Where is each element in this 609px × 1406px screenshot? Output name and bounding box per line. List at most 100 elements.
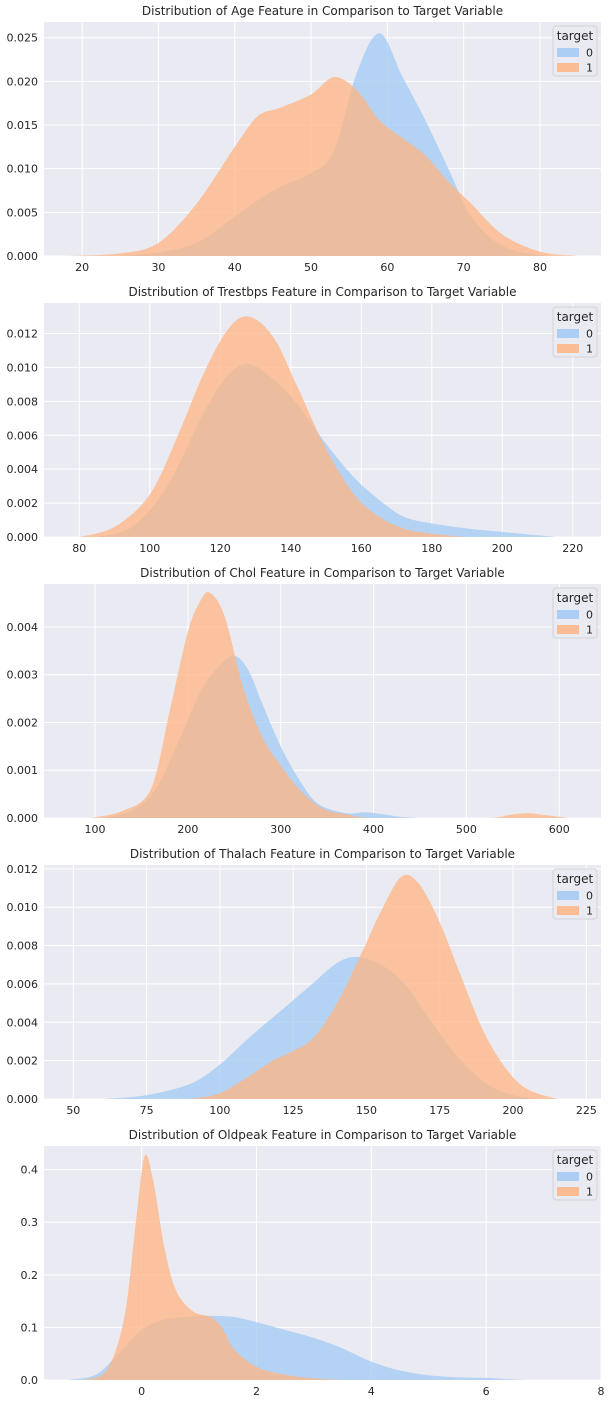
x-tick-label: 2: [253, 1385, 260, 1398]
chart-title: Distribution of Age Feature in Compariso…: [142, 4, 503, 18]
legend-swatch-0: [557, 48, 579, 57]
legend-label-1: 1: [586, 62, 593, 75]
x-tick-label: 200: [492, 542, 513, 555]
x-tick-label: 150: [356, 1104, 377, 1117]
x-tick-label: 70: [457, 261, 471, 274]
x-tick-label: 600: [549, 823, 570, 836]
chart-title: Distribution of Trestbps Feature in Comp…: [128, 285, 516, 299]
legend-swatch-0: [557, 891, 579, 900]
y-tick-label: 0.006: [7, 978, 39, 991]
x-tick-label: 60: [380, 261, 394, 274]
x-tick-label: 20: [75, 261, 89, 274]
legend-swatch-1: [557, 1187, 579, 1196]
y-tick-label: 0.000: [7, 531, 39, 544]
y-tick-label: 0.0: [21, 1374, 39, 1387]
x-tick-label: 80: [72, 542, 86, 555]
legend-label-1: 1: [586, 1186, 593, 1199]
y-tick-label: 0.025: [7, 32, 39, 45]
chart-5: Distribution of Oldpeak Feature in Compa…: [21, 1128, 605, 1398]
density-area-target-1: [84, 1154, 343, 1380]
legend-label-0: 0: [586, 47, 593, 60]
y-tick-label: 0.001: [7, 764, 39, 777]
legend-swatch-1: [557, 63, 579, 72]
chart-2: Distribution of Trestbps Feature in Comp…: [7, 285, 601, 555]
plot-area: [44, 584, 601, 818]
legend-swatch-0: [557, 329, 579, 338]
y-tick-label: 0.1: [21, 1321, 39, 1334]
y-tick-label: 0.012: [7, 863, 39, 876]
y-tick-label: 0.015: [7, 119, 39, 132]
y-tick-label: 0.003: [7, 669, 39, 682]
x-tick-label: 100: [139, 542, 160, 555]
x-tick-label: 400: [363, 823, 384, 836]
y-tick-label: 0.000: [7, 812, 39, 825]
y-tick-label: 0.005: [7, 206, 39, 219]
legend: target 0 1: [552, 587, 598, 639]
x-tick-label: 225: [576, 1104, 597, 1117]
x-tick-label: 30: [151, 261, 165, 274]
y-tick-label: 0.002: [7, 497, 39, 510]
x-tick-label: 6: [483, 1385, 490, 1398]
y-tick-label: 0.004: [7, 1016, 39, 1029]
legend-swatch-1: [557, 625, 579, 634]
x-tick-label: 125: [283, 1104, 304, 1117]
y-tick-label: 0.004: [7, 463, 39, 476]
legend-swatch-1: [557, 906, 579, 915]
legend-label-0: 0: [586, 609, 593, 622]
density-area-target-1: [66, 76, 579, 256]
x-tick-label: 50: [304, 261, 318, 274]
density-area-target-1: [190, 874, 558, 1099]
legend-label-0: 0: [586, 1171, 593, 1184]
legend: target 0 1: [552, 1149, 598, 1201]
x-tick-label: 500: [456, 823, 477, 836]
x-tick-label: 75: [140, 1104, 154, 1117]
chart-1: Distribution of Age Feature in Compariso…: [7, 4, 601, 274]
y-tick-label: 0.012: [7, 328, 39, 341]
x-tick-label: 50: [66, 1104, 80, 1117]
chart-3: Distribution of Chol Feature in Comparis…: [7, 566, 601, 836]
chart-title: Distribution of Oldpeak Feature in Compa…: [129, 1128, 517, 1142]
x-tick-label: 160: [351, 542, 372, 555]
legend-title: target: [557, 310, 594, 324]
x-tick-label: 140: [280, 542, 301, 555]
y-tick-label: 0.002: [7, 1055, 39, 1068]
legend: target 0 1: [552, 868, 598, 920]
x-tick-label: 220: [562, 542, 583, 555]
y-tick-label: 0.2: [21, 1269, 39, 1282]
y-tick-label: 0.4: [21, 1164, 39, 1177]
x-tick-label: 300: [270, 823, 291, 836]
chart-title: Distribution of Chol Feature in Comparis…: [140, 566, 505, 580]
x-tick-label: 100: [85, 823, 106, 836]
x-tick-label: 175: [429, 1104, 450, 1117]
legend: target 0 1: [552, 306, 598, 358]
legend: target 0 1: [552, 25, 598, 77]
x-tick-label: 200: [503, 1104, 524, 1117]
x-tick-label: 0: [138, 1385, 145, 1398]
y-tick-label: 0.020: [7, 75, 39, 88]
legend-label-0: 0: [586, 328, 593, 341]
density-area-target-1: [90, 591, 569, 818]
legend-title: target: [557, 591, 594, 605]
y-tick-label: 0.002: [7, 716, 39, 729]
legend-label-1: 1: [586, 343, 593, 356]
legend-label-1: 1: [586, 624, 593, 637]
x-tick-label: 200: [177, 823, 198, 836]
x-tick-label: 40: [228, 261, 242, 274]
y-tick-label: 0.006: [7, 429, 39, 442]
y-tick-label: 0.008: [7, 395, 39, 408]
legend-title: target: [557, 29, 594, 43]
chart-title: Distribution of Thalach Feature in Compa…: [130, 847, 515, 861]
x-tick-label: 4: [368, 1385, 375, 1398]
x-tick-label: 80: [533, 261, 547, 274]
y-tick-label: 0.010: [7, 163, 39, 176]
y-tick-label: 0.000: [7, 250, 39, 263]
legend-label-1: 1: [586, 905, 593, 918]
legend-title: target: [557, 872, 594, 886]
density-area-target-1: [79, 316, 468, 537]
x-tick-label: 100: [209, 1104, 230, 1117]
y-tick-label: 0.004: [7, 621, 39, 634]
y-tick-label: 0.010: [7, 361, 39, 374]
chart-4: Distribution of Thalach Feature in Compa…: [7, 847, 601, 1117]
y-tick-label: 0.000: [7, 1093, 39, 1106]
